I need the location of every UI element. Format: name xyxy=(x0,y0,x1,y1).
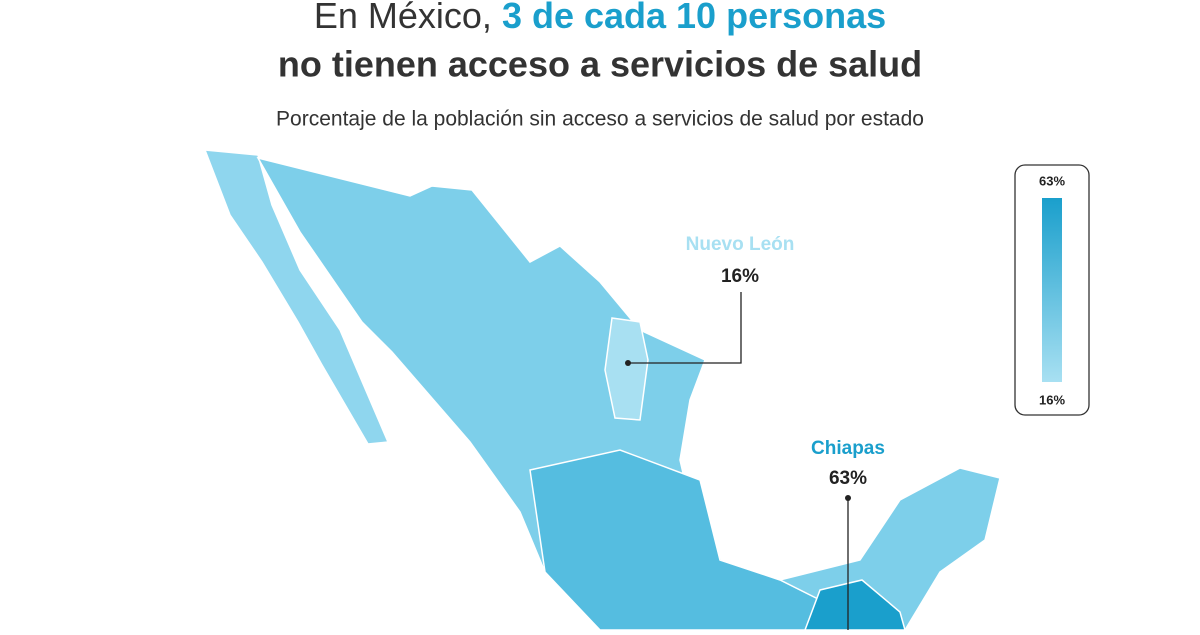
state-value: 63% xyxy=(829,468,867,489)
title: En México, 3 de cada 10 personas xyxy=(314,0,886,36)
state-name: Chiapas xyxy=(811,438,885,459)
chiapas xyxy=(803,579,906,631)
state-name: Nuevo León xyxy=(686,234,795,255)
baja-california xyxy=(203,149,390,445)
title-line: no tienen acceso a servicios de salud xyxy=(278,44,922,85)
state-value: 16% xyxy=(721,266,759,287)
callout-dot xyxy=(625,360,631,366)
nuevo-leon xyxy=(604,317,649,421)
title-lead: En México, xyxy=(314,0,492,36)
callout-line xyxy=(628,292,742,364)
callout-dot xyxy=(845,495,851,501)
callout-lines xyxy=(628,292,849,630)
legend-bar xyxy=(1042,198,1062,382)
map xyxy=(203,149,1001,631)
subtitle: Porcentaje de la población sin acceso a … xyxy=(276,108,924,131)
title-highlight: 3 de cada 10 personas xyxy=(502,0,886,36)
legend-max: 63% xyxy=(1039,173,1065,188)
legend-min: 16% xyxy=(1039,392,1065,407)
center-states xyxy=(529,449,821,631)
